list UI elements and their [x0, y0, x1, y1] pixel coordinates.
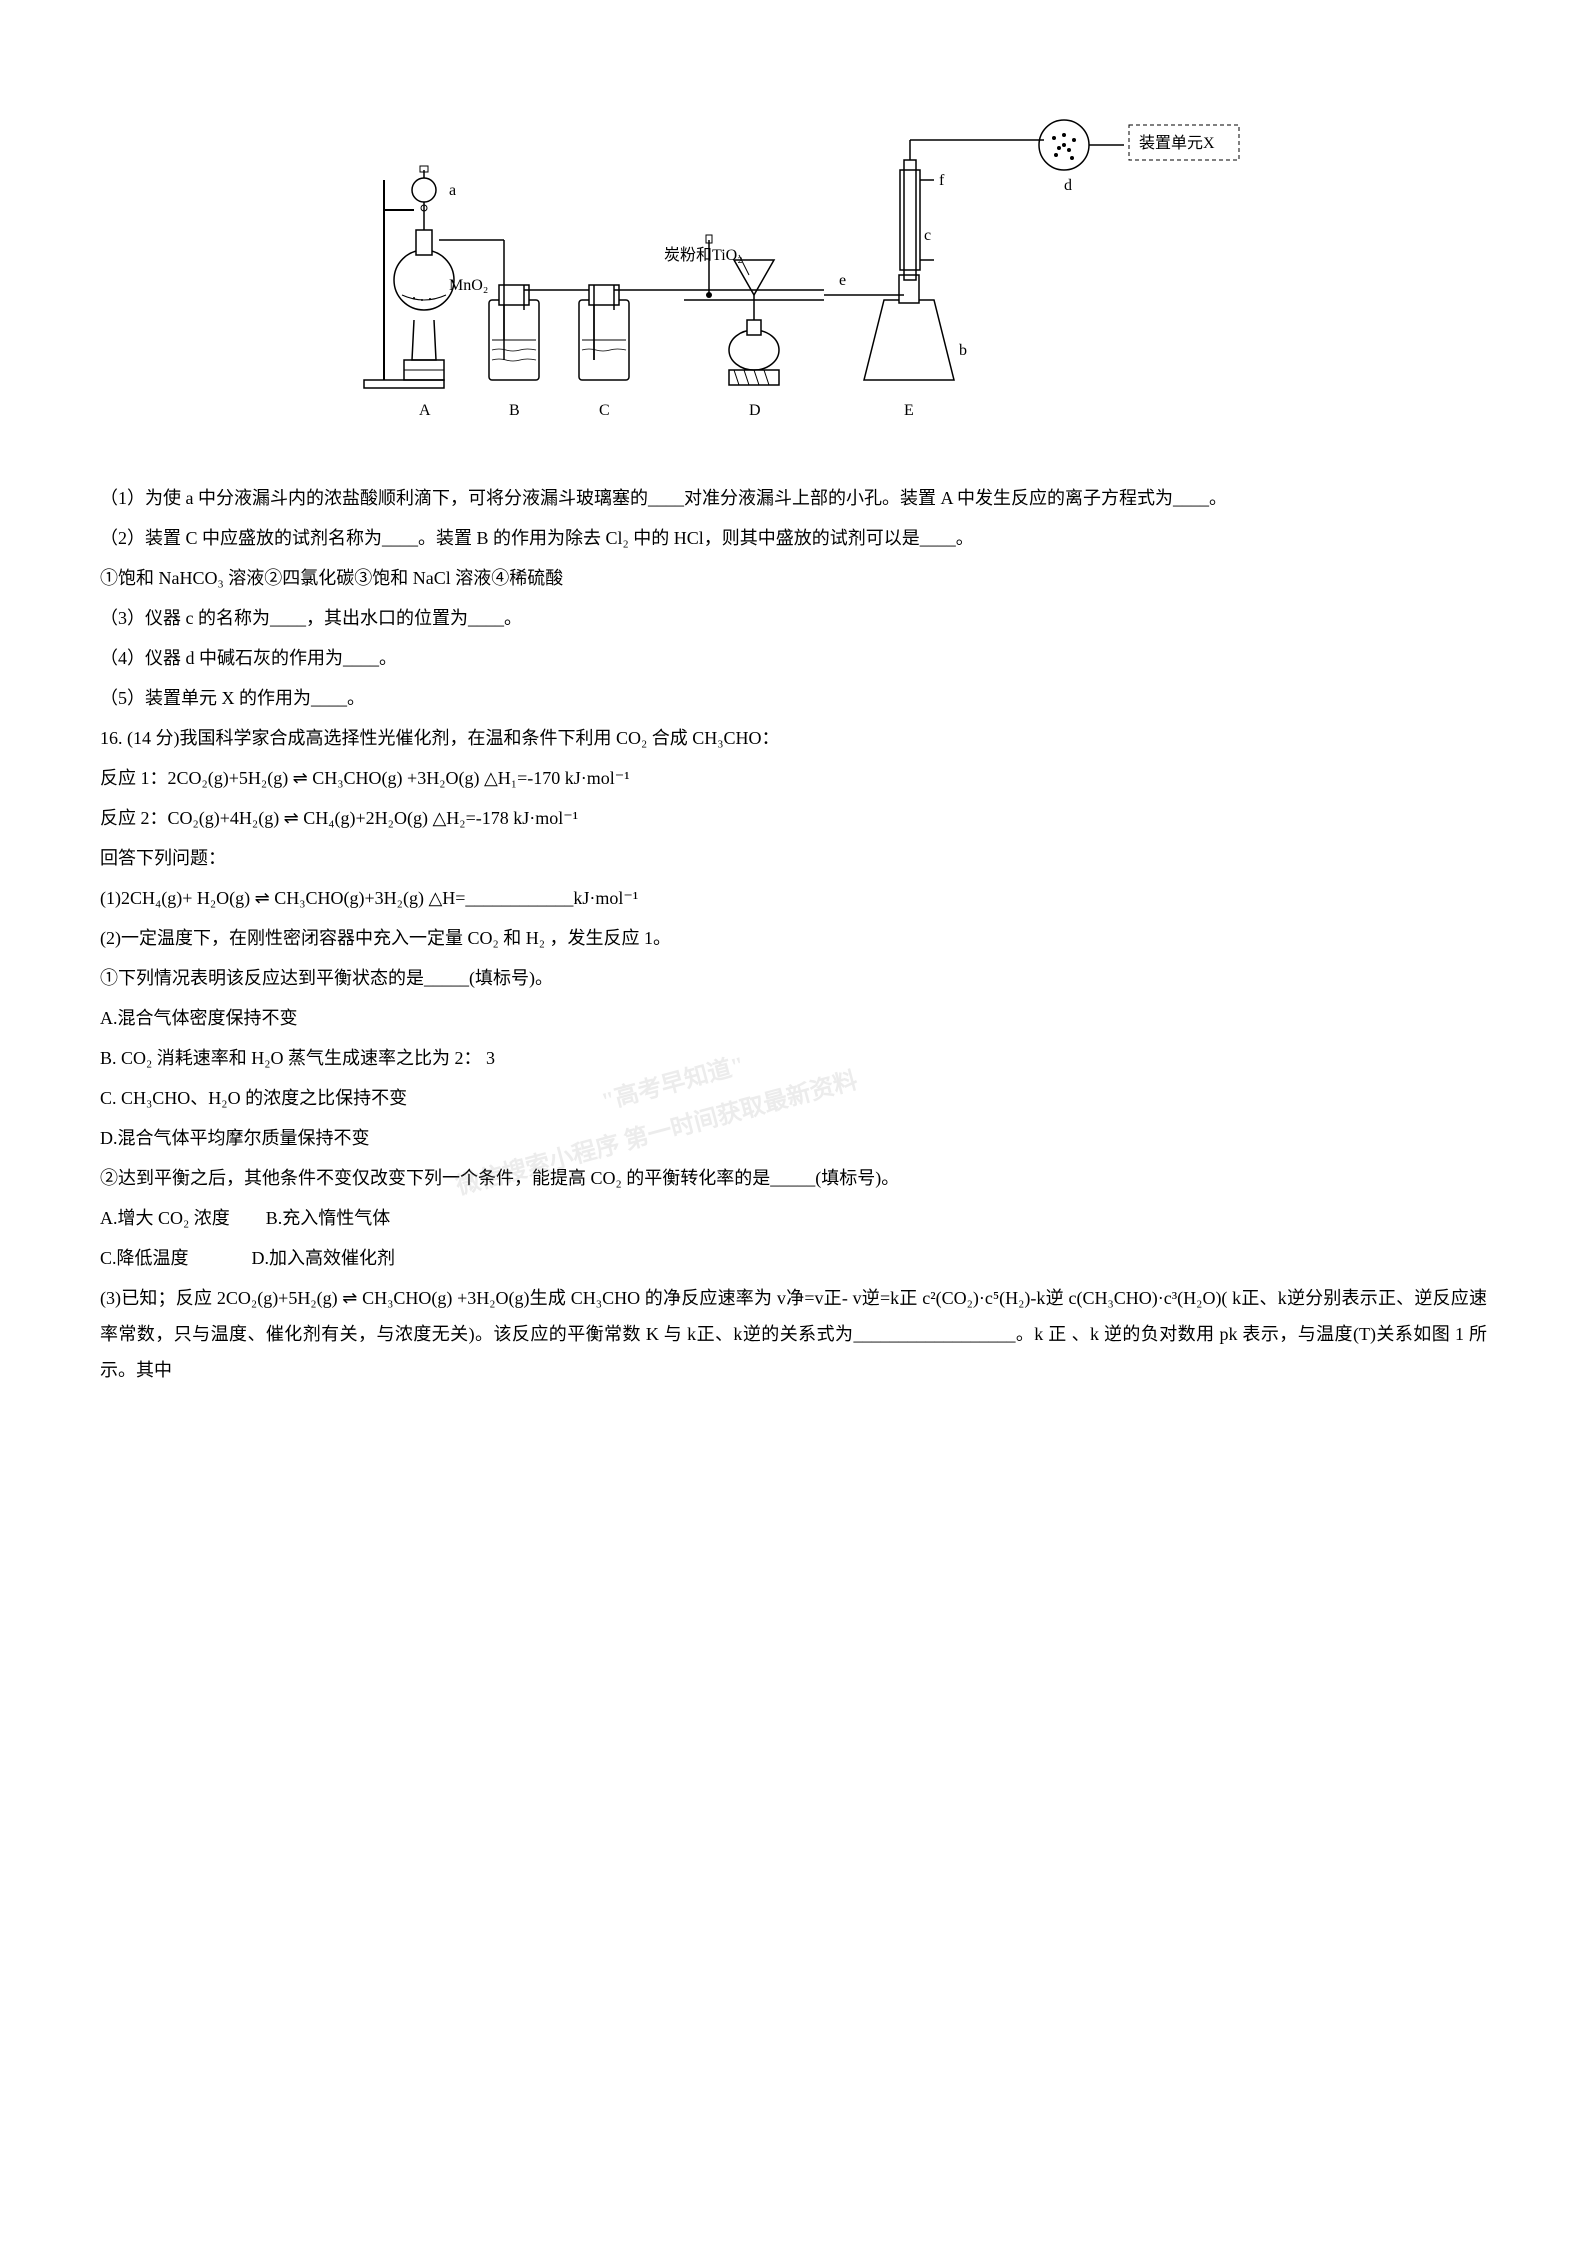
question-16-intro: 16. (14 分)我国科学家合成高选择性光催化剂，在温和条件下利用 CO₂ 合…: [100, 720, 1487, 756]
label-e-small: e: [839, 272, 846, 289]
question-2: （2）装置 C 中应盛放的试剂名称为____。装置 B 的作用为除去 Cl₂ 中…: [100, 520, 1487, 556]
question-content: （1）为使 a 中分液漏斗内的浓盐酸顺利滴下，可将分液漏斗玻璃塞的____对准分…: [100, 480, 1487, 1388]
option-2c-2d: C.降低温度 D.加入高效催化剂: [100, 1240, 1487, 1276]
label-a: a: [449, 182, 456, 199]
label-unit-x: 装置单元X: [1139, 134, 1215, 152]
label-mno2: MnO₂: [449, 277, 488, 294]
question-1: （1）为使 a 中分液漏斗内的浓盐酸顺利滴下，可将分液漏斗玻璃塞的____对准分…: [100, 480, 1487, 516]
label-A: A: [419, 402, 431, 419]
sub-question-2: (2)一定温度下，在刚性密闭容器中充入一定量 CO₂ 和 H₂ ，发生反应 1。: [100, 920, 1487, 956]
label-C: C: [599, 402, 610, 419]
label-carbon: 炭粉和TiO₂: [664, 246, 743, 264]
label-D: D: [749, 402, 761, 419]
reaction-1: 反应 1：2CO₂(g)+5H₂(g) ⇌ CH₃CHO(g) +3H₂O(g)…: [100, 760, 1487, 796]
apparatus-e: [824, 140, 1044, 380]
sub-question-3: (3)已知；反应 2CO₂(g)+5H₂(g) ⇌ CH₃CHO(g) +3H₂…: [100, 1280, 1487, 1388]
apparatus-diagram: a MnO₂ A B C: [344, 100, 1244, 440]
label-B: B: [509, 402, 520, 419]
content-wrapper: "高考早知道" 微信搜索小程序 第一时间获取最新资料 （1）为使 a 中分液漏斗…: [100, 480, 1487, 1388]
question-4: （4）仪器 d 中碱石灰的作用为____。: [100, 640, 1487, 676]
label-b-small: b: [959, 342, 967, 359]
label-c-small: c: [924, 227, 931, 244]
drying-tube-d: [1039, 120, 1124, 170]
question-3: （3）仪器 c 的名称为____，其出水口的位置为____。: [100, 600, 1487, 636]
answer-prompt: 回答下列问题：: [100, 840, 1487, 876]
question-5: （5）装置单元 X 的作用为____。: [100, 680, 1487, 716]
reaction-2: 反应 2：CO₂(g)+4H₂(g) ⇌ CH₄(g)+2H₂O(g) △H₂=…: [100, 800, 1487, 836]
option-2a-2b: A.增大 CO₂ 浓度 B.充入惰性气体: [100, 1200, 1487, 1236]
sub-question-2-1: ①下列情况表明该反应达到平衡状态的是_____(填标号)。: [100, 960, 1487, 996]
option-a: A.混合气体密度保持不变: [100, 1000, 1487, 1036]
option-c: C. CH₃CHO、H₂O 的浓度之比保持不变: [100, 1080, 1487, 1116]
sub-question-2-2: ②达到平衡之后，其他条件不变仅改变下列一个条件，能提高 CO₂ 的平衡转化率的是…: [100, 1160, 1487, 1196]
option-d: D.混合气体平均摩尔质量保持不变: [100, 1120, 1487, 1156]
label-E: E: [904, 402, 914, 419]
label-d-small: d: [1064, 177, 1072, 194]
option-b: B. CO₂ 消耗速率和 H₂O 蒸气生成速率之比为 2： 3: [100, 1040, 1487, 1076]
label-f: f: [939, 172, 945, 189]
apparatus-c: [579, 285, 684, 380]
question-2-options: ①饱和 NaHCO₃ 溶液②四氯化碳③饱和 NaCl 溶液④稀硫酸: [100, 560, 1487, 596]
diagram-svg: a MnO₂ A B C: [344, 100, 1244, 440]
sub-question-1: (1)2CH₄(g)+ H₂O(g) ⇌ CH₃CHO(g)+3H₂(g) △H…: [100, 880, 1487, 916]
